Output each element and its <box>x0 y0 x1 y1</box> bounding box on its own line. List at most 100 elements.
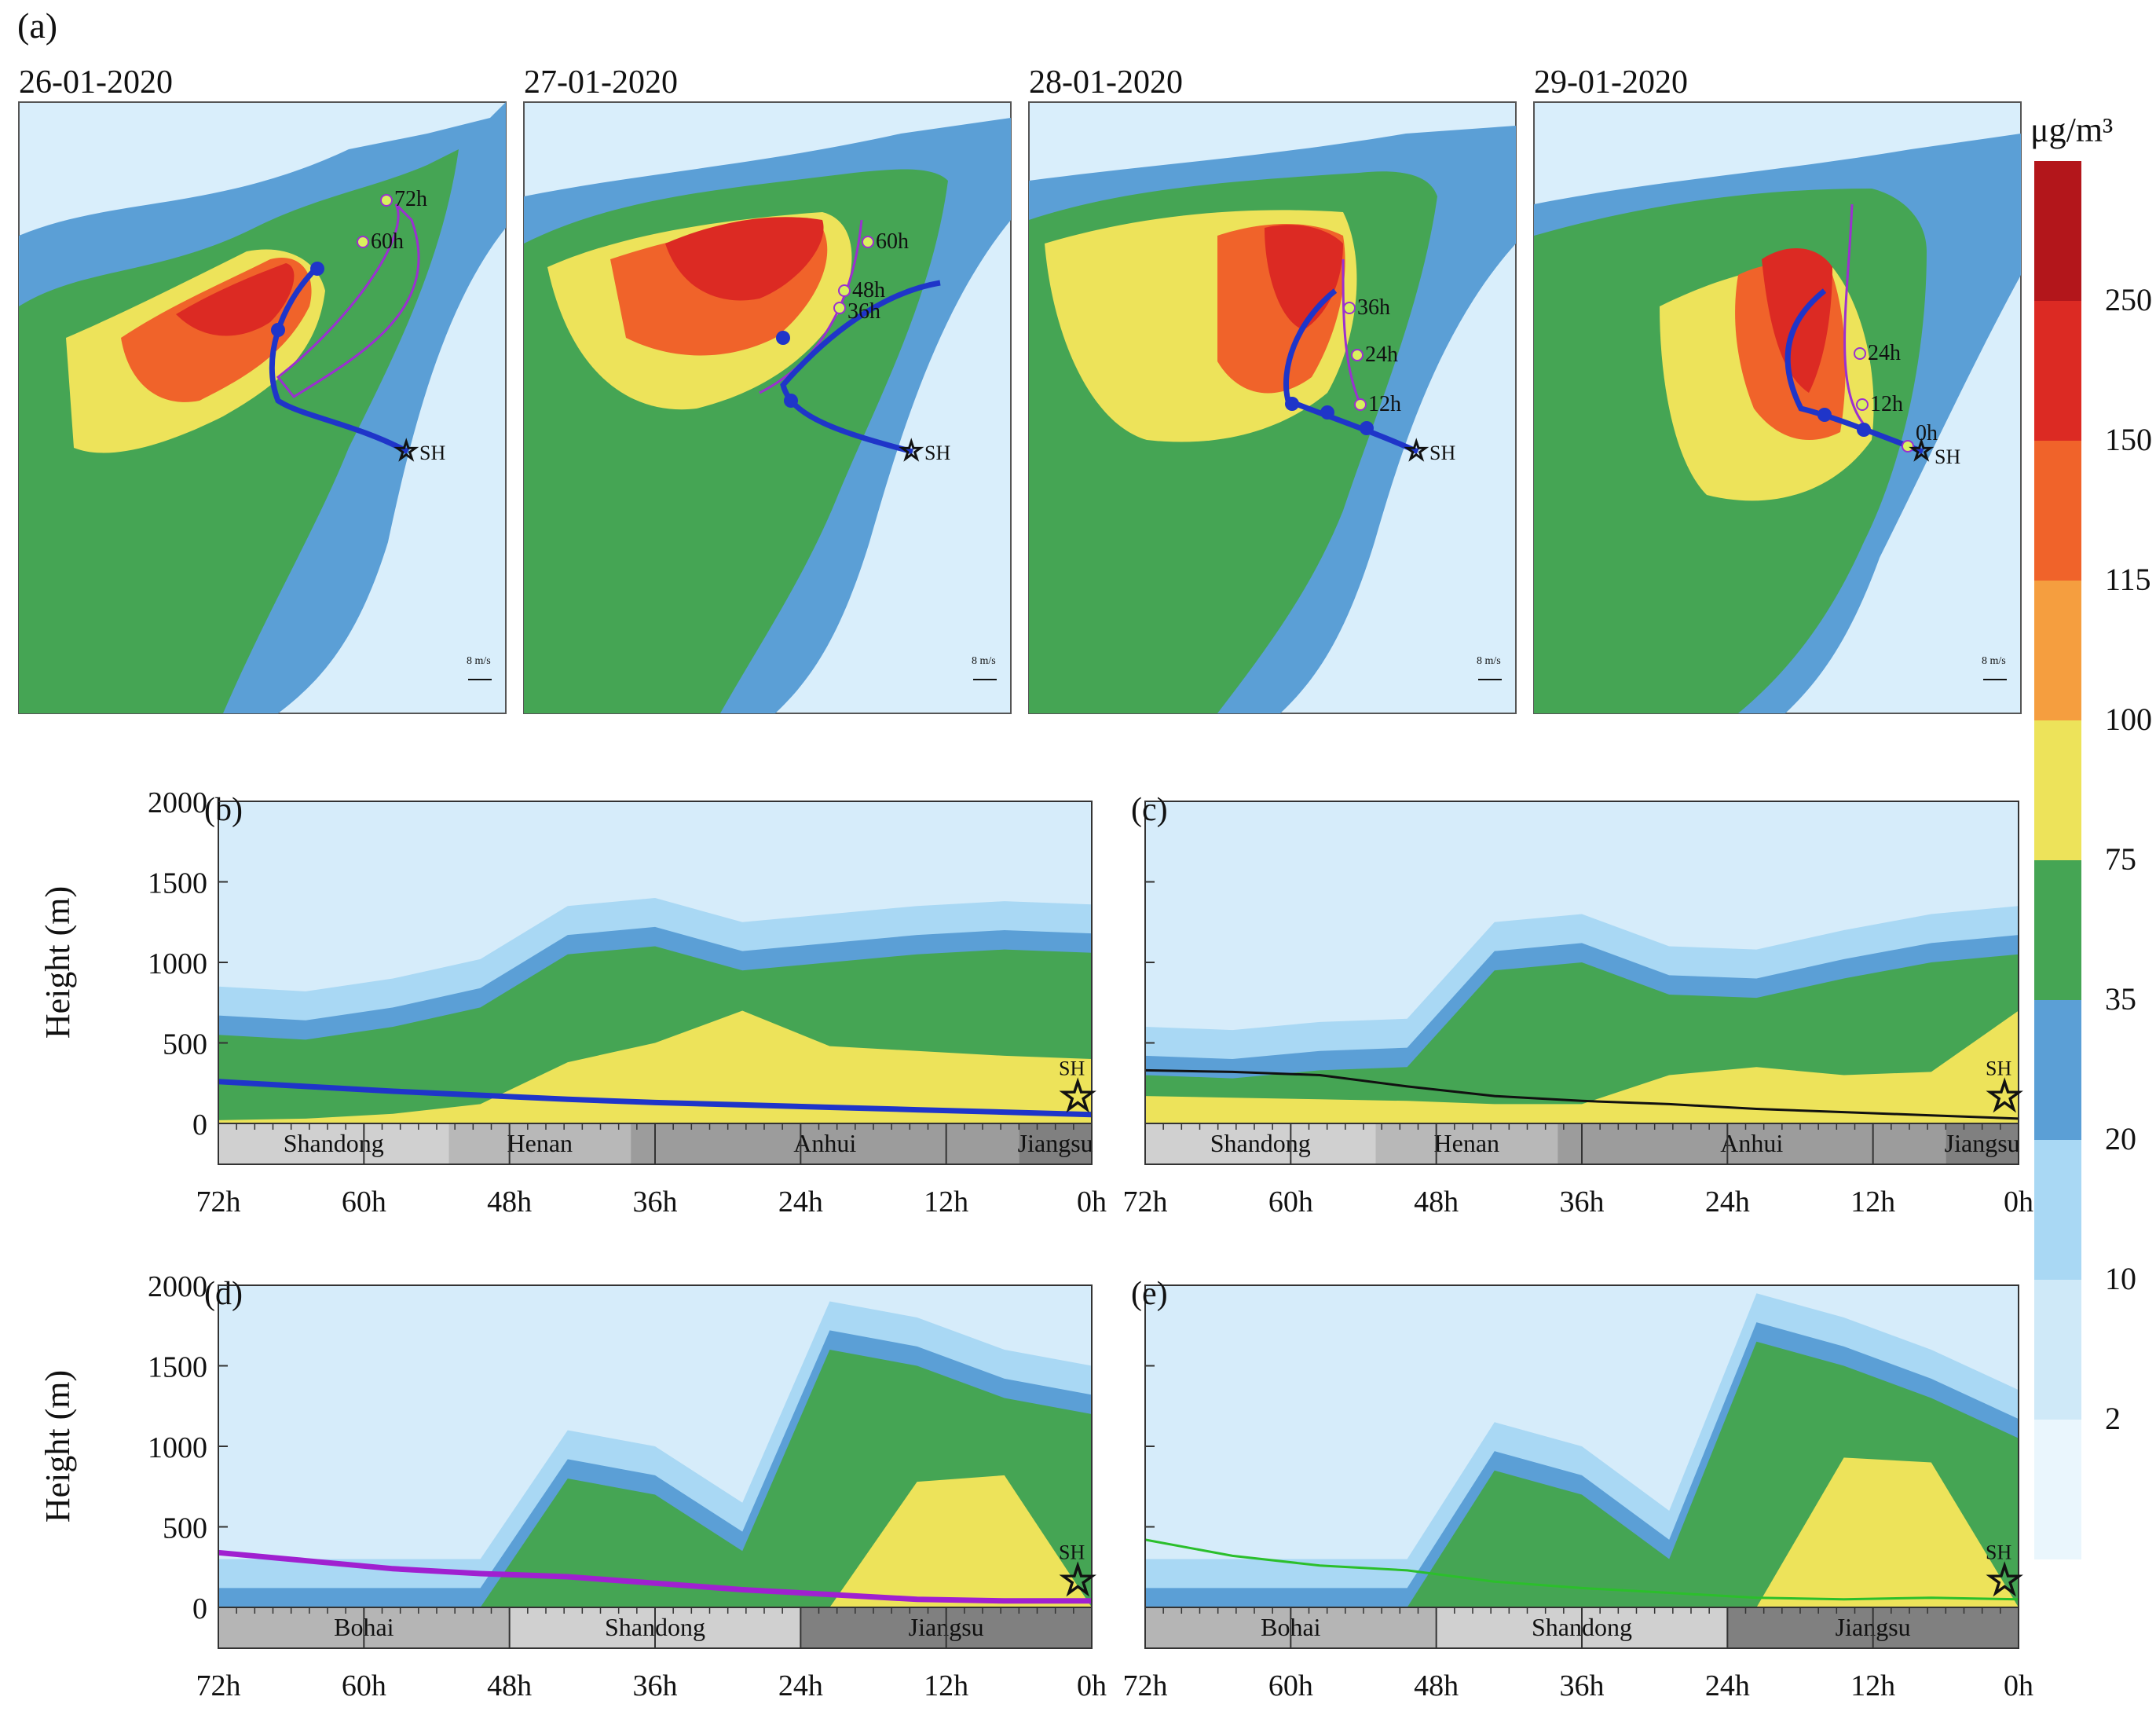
scale-label: 8 m/s <box>972 655 996 667</box>
x-tick-label: 12h <box>1850 1185 1895 1218</box>
pm-area-75 <box>1145 1457 2019 1607</box>
colorbar-swatch <box>2034 581 2081 720</box>
y-tick-label: 2000 <box>148 786 207 819</box>
colorbar-tick-label: 35 <box>2105 981 2136 1017</box>
hour-label: 24h <box>1868 341 1901 365</box>
star-icon: ☆ <box>1404 437 1428 466</box>
star-icon: ☆ <box>1986 1557 2023 1604</box>
site-label: SH <box>1986 1057 2011 1080</box>
y-tick-label: 0 <box>192 1109 207 1142</box>
x-tick-label: 12h <box>924 1185 968 1218</box>
map-date: 26-01-2020 <box>19 64 173 101</box>
colorbar-swatch <box>2034 720 2081 860</box>
region-band <box>1145 1123 1376 1164</box>
site-label: SH <box>419 442 445 464</box>
colorbar-tick-label: 2 <box>2105 1401 2121 1436</box>
trajectory-height-line <box>1144 1538 2019 1601</box>
site-label: SH <box>1059 1541 1085 1564</box>
x-tick-label: 48h <box>487 1669 532 1702</box>
region-band <box>448 1123 631 1164</box>
colorbar-tick-label: 75 <box>2105 841 2136 877</box>
y-tick-label: 1000 <box>148 1431 207 1464</box>
map-date: 28-01-2020 <box>1029 64 1183 101</box>
colorbar-swatch <box>2034 1280 2081 1420</box>
y-tick-label: 0 <box>192 1592 207 1625</box>
x-tick-label: 36h <box>633 1185 678 1218</box>
map-panel-3: 28-01-2020 36h 24h 12h ☆ SH 8 m/s <box>1028 64 1517 714</box>
x-tick-label: 48h <box>1414 1669 1459 1702</box>
hour-label: 12h <box>1870 392 1903 416</box>
y-tick-label: 1500 <box>148 867 207 900</box>
colorbar-tick-label: 250 <box>2105 282 2152 317</box>
x-tick-label: 0h <box>2004 1185 2033 1218</box>
map-panel-4: 29-01-2020 24h 12h 0h ☆ SH 8 m/s <box>1533 64 2022 714</box>
scale-label: 8 m/s <box>467 655 491 667</box>
panel-label: (e) <box>1131 1276 1168 1312</box>
star-icon: ☆ <box>1909 437 1933 466</box>
colorbar-swatch <box>2034 161 2081 301</box>
x-tick-label: 0h <box>2004 1669 2033 1702</box>
x-tick-label: 0h <box>1077 1185 1107 1218</box>
scale-label: 8 m/s <box>1477 655 1501 667</box>
region-label: Jiangsu <box>1018 1129 1093 1157</box>
region-label: Shandong <box>1210 1129 1311 1157</box>
x-tick-label: 36h <box>1560 1669 1605 1702</box>
colorbar-unit: μg/m³ <box>2030 111 2113 149</box>
x-tick-label: 60h <box>342 1185 386 1218</box>
trajectory-height-line <box>218 1549 1092 1604</box>
colorbar-tick-label: 150 <box>2105 422 2152 457</box>
colorbar-swatch <box>2034 441 2081 581</box>
region-band <box>1558 1123 1946 1164</box>
x-tick-label: 72h <box>196 1185 241 1218</box>
x-tick-label: 24h <box>778 1669 823 1702</box>
x-tick-label: 36h <box>1560 1185 1605 1218</box>
colorbar-tick-label: 20 <box>2105 1121 2136 1156</box>
region-label: Henan <box>507 1129 573 1157</box>
x-tick-label: 0h <box>1077 1669 1107 1702</box>
x-tick-label: 12h <box>924 1669 968 1702</box>
y-tick-label: 1500 <box>148 1351 207 1384</box>
colorbar-swatch <box>2034 301 2081 441</box>
star-icon: ☆ <box>394 437 418 466</box>
star-icon: ☆ <box>1986 1073 2023 1120</box>
colorbar-swatch <box>2034 1140 2081 1280</box>
x-tick-label: 24h <box>1705 1185 1750 1218</box>
site-label: SH <box>924 442 950 464</box>
hour-label: 12h <box>1368 392 1401 416</box>
cross-section-1: ☆SH (c) Shandong Henan Anhui Jiangsu 72h 60h 48h… <box>1123 792 2034 1218</box>
site-label: SH <box>1935 445 1960 468</box>
map-date: 27-01-2020 <box>524 64 678 101</box>
region-band <box>1375 1123 1558 1164</box>
x-tick-label: 60h <box>342 1669 386 1702</box>
panel-label: (b) <box>204 792 243 828</box>
colorbar-swatch <box>2034 1420 2081 1559</box>
star-icon: ☆ <box>1059 1073 1096 1120</box>
colorbar-tick-label: 10 <box>2105 1261 2136 1296</box>
x-tick-label: 60h <box>1268 1185 1313 1218</box>
site-label: SH <box>1429 442 1455 464</box>
region-label: Anhui <box>1720 1129 1783 1157</box>
region-label: Anhui <box>793 1129 856 1157</box>
colorbar-swatch <box>2034 860 2081 1000</box>
x-tick-label: 60h <box>1268 1669 1313 1702</box>
hour-label: 60h <box>371 229 404 254</box>
y-tick-label: 500 <box>163 1028 207 1061</box>
region-label: Henan <box>1434 1129 1500 1157</box>
panel-label: (d) <box>204 1276 243 1312</box>
region-label: Jiangsu <box>1945 1129 2020 1157</box>
region-band <box>1946 1123 2019 1164</box>
site-label: SH <box>1059 1057 1085 1080</box>
hour-label: 36h <box>847 299 880 324</box>
scale-label: 8 m/s <box>1982 655 2006 667</box>
hour-label: 60h <box>876 229 909 254</box>
site-label: SH <box>1986 1541 2011 1564</box>
hour-label: 36h <box>1357 295 1390 320</box>
x-tick-label: 24h <box>1705 1669 1750 1702</box>
region-band <box>631 1123 1019 1164</box>
star-icon: ☆ <box>1059 1557 1096 1604</box>
cross-section-0: ☆SH (b) 0 500 1000 1500 2000 Height (m) Shandong… <box>38 786 1107 1218</box>
panel-label: (c) <box>1131 792 1168 828</box>
